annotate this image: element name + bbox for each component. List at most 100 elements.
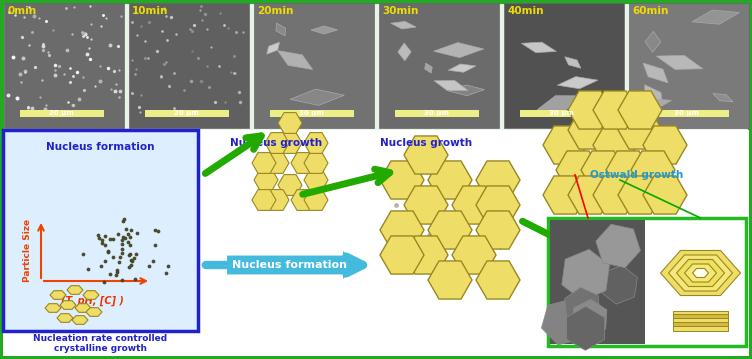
Point (96, 240, 108, 246)
Point (149, 242, 161, 248)
Point (119, 235, 131, 241)
Polygon shape (541, 299, 587, 345)
Bar (395, 110, 478, 117)
Bar (644, 110, 729, 117)
Point (96, 237, 108, 243)
Polygon shape (311, 26, 338, 34)
Polygon shape (304, 190, 328, 210)
Text: Ostwald growth: Ostwald growth (590, 170, 684, 180)
Polygon shape (83, 291, 99, 299)
Polygon shape (677, 260, 724, 286)
Point (147, 258, 159, 264)
Polygon shape (601, 265, 638, 304)
Point (107, 237, 119, 242)
Polygon shape (304, 132, 328, 153)
Polygon shape (476, 186, 520, 224)
Polygon shape (644, 85, 662, 106)
Point (111, 269, 123, 275)
Polygon shape (425, 63, 432, 73)
Polygon shape (57, 314, 73, 322)
Polygon shape (60, 301, 76, 309)
Text: Particle Size: Particle Size (23, 219, 32, 282)
Polygon shape (276, 23, 286, 36)
Polygon shape (72, 316, 88, 324)
Polygon shape (581, 151, 625, 189)
Polygon shape (404, 236, 448, 274)
Polygon shape (606, 151, 650, 189)
Point (82, 266, 94, 272)
Point (95, 264, 107, 269)
Bar (548, 218, 746, 346)
Text: 0min: 0min (7, 6, 36, 16)
Polygon shape (593, 126, 637, 164)
Point (99, 242, 111, 248)
Bar (673, 314, 728, 319)
Point (114, 254, 126, 260)
Text: 20 μm: 20 μm (49, 111, 74, 117)
Polygon shape (684, 264, 717, 282)
Polygon shape (562, 250, 609, 300)
Polygon shape (291, 190, 315, 210)
Text: 30 μm: 30 μm (424, 111, 449, 117)
Polygon shape (618, 91, 662, 129)
Text: Nucleation rate controlled
crystalline growth: Nucleation rate controlled crystalline g… (33, 334, 168, 353)
Polygon shape (631, 151, 675, 189)
Polygon shape (278, 113, 302, 134)
Point (152, 228, 164, 234)
Bar (379, 3, 499, 128)
Point (120, 226, 132, 232)
Point (117, 237, 129, 243)
Point (149, 227, 161, 233)
Point (110, 272, 122, 278)
Polygon shape (543, 126, 587, 164)
Bar (270, 110, 353, 117)
Polygon shape (50, 291, 66, 299)
Text: Nucleus formation: Nucleus formation (47, 142, 155, 152)
Polygon shape (643, 176, 687, 214)
Point (104, 271, 116, 277)
Point (118, 216, 130, 222)
Polygon shape (656, 55, 703, 69)
Polygon shape (404, 186, 448, 224)
Polygon shape (45, 304, 61, 312)
Point (122, 239, 134, 245)
Polygon shape (278, 174, 302, 195)
Point (112, 232, 124, 237)
Text: 30 μm: 30 μm (674, 111, 699, 117)
Point (117, 234, 129, 240)
Point (125, 251, 137, 257)
Point (116, 250, 128, 256)
Point (144, 263, 156, 269)
Polygon shape (428, 261, 472, 299)
Point (129, 276, 141, 282)
Polygon shape (304, 153, 328, 173)
Polygon shape (645, 31, 661, 52)
Point (160, 270, 172, 276)
Text: 10min: 10min (132, 6, 168, 16)
Polygon shape (391, 22, 416, 29)
Bar (673, 326, 728, 331)
Polygon shape (565, 57, 581, 68)
Bar (629, 3, 749, 128)
Polygon shape (277, 51, 313, 70)
Polygon shape (254, 169, 278, 190)
Polygon shape (476, 211, 520, 249)
Bar (129, 3, 249, 128)
Polygon shape (252, 190, 276, 210)
Polygon shape (290, 89, 344, 106)
Polygon shape (434, 42, 484, 58)
Point (125, 257, 137, 263)
Point (111, 267, 123, 273)
Polygon shape (556, 151, 600, 189)
Polygon shape (557, 76, 598, 89)
Polygon shape (404, 136, 448, 174)
Bar (144, 110, 229, 117)
Text: 20 μm: 20 μm (174, 111, 199, 117)
Point (102, 248, 114, 253)
FancyArrowPatch shape (206, 257, 363, 273)
Polygon shape (265, 190, 289, 210)
Polygon shape (669, 255, 732, 291)
Point (128, 255, 140, 261)
Polygon shape (267, 42, 280, 54)
Point (162, 264, 174, 269)
